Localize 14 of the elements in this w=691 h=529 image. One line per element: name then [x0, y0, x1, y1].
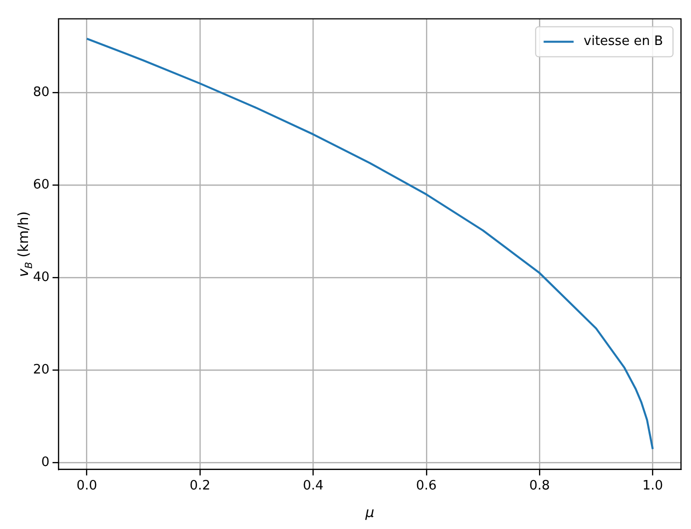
- y-tick-label: 40: [32, 270, 50, 285]
- y-tick-label: 0: [41, 454, 50, 470]
- x-tick-label: 1.0: [642, 478, 664, 494]
- x-tick-label: 0.2: [190, 478, 210, 494]
- x-tick-label: 0.4: [302, 478, 324, 494]
- y-tick-label: 20: [32, 362, 50, 378]
- legend-label: vitesse en B: [584, 34, 664, 50]
- y-tick-label: 60: [32, 178, 50, 193]
- x-tick-label: 0.0: [76, 478, 98, 494]
- y-axis-title: vB (km/h): [16, 211, 36, 277]
- x-tick-label: 0.8: [529, 478, 550, 494]
- x-axis-title: μ: [364, 505, 374, 521]
- x-tick-label: 0.6: [416, 478, 437, 494]
- y-tick-label: 80: [32, 85, 50, 100]
